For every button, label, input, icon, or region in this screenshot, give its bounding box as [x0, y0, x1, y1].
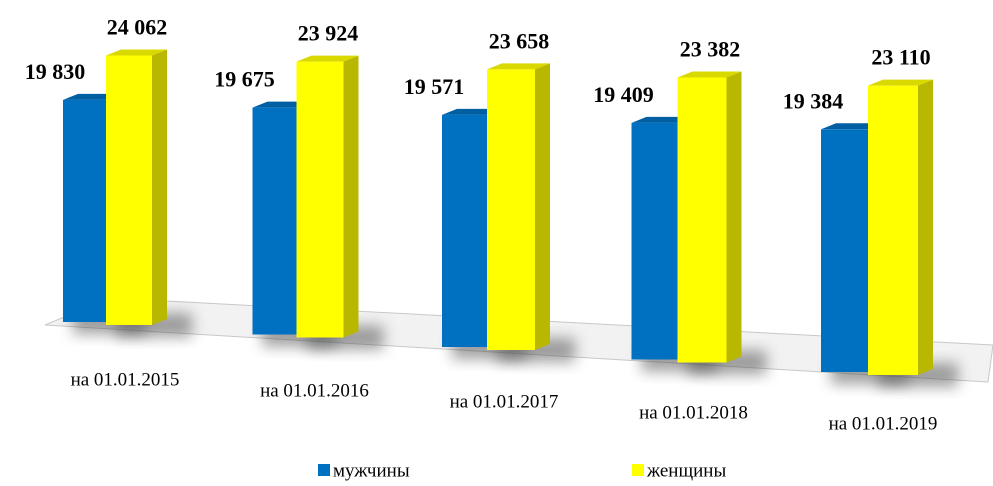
- bar: [106, 55, 152, 325]
- legend-label: женщины: [646, 460, 726, 481]
- bar-top: [821, 123, 883, 130]
- bar-top: [868, 79, 933, 86]
- bar-side: [343, 55, 359, 338]
- value-label: 23 658: [489, 28, 550, 53]
- bar-side: [535, 63, 550, 351]
- bar-top: [631, 116, 693, 123]
- bar: [296, 61, 344, 338]
- x-tick-label: на 01.01.2018: [639, 402, 748, 423]
- x-tick-label: на 01.01.2015: [71, 369, 180, 390]
- value-label: 19 830: [25, 59, 86, 84]
- bar-top: [487, 63, 550, 70]
- bar: [487, 69, 535, 350]
- bar: [63, 99, 106, 323]
- bar: [631, 122, 678, 360]
- bar: [821, 129, 868, 372]
- bar: [677, 77, 727, 363]
- bar: [868, 85, 918, 375]
- value-label: 23 382: [680, 37, 741, 62]
- bar-side: [152, 49, 167, 325]
- bar: [252, 107, 297, 335]
- value-label: 24 062: [107, 15, 168, 40]
- value-label: 23 110: [871, 45, 930, 70]
- legend-swatch: [318, 464, 330, 476]
- bar-side: [918, 79, 933, 375]
- x-tick-label: на 01.01.2017: [450, 391, 559, 412]
- bar: [442, 114, 487, 347]
- x-tick-label: на 01.01.2016: [260, 380, 369, 401]
- value-label: 19 384: [783, 88, 844, 113]
- bar-top: [296, 55, 359, 62]
- bar-top: [106, 49, 167, 56]
- x-tick-label: на 01.01.2019: [829, 413, 938, 434]
- value-label: 19 571: [404, 74, 465, 99]
- value-label: 19 675: [214, 67, 275, 92]
- value-label: 19 409: [593, 82, 654, 107]
- bar-side: [726, 71, 742, 363]
- legend-label: мужчины: [333, 460, 410, 481]
- bar-top: [677, 71, 742, 78]
- value-label: 23 924: [298, 21, 359, 46]
- legend-swatch: [632, 464, 644, 476]
